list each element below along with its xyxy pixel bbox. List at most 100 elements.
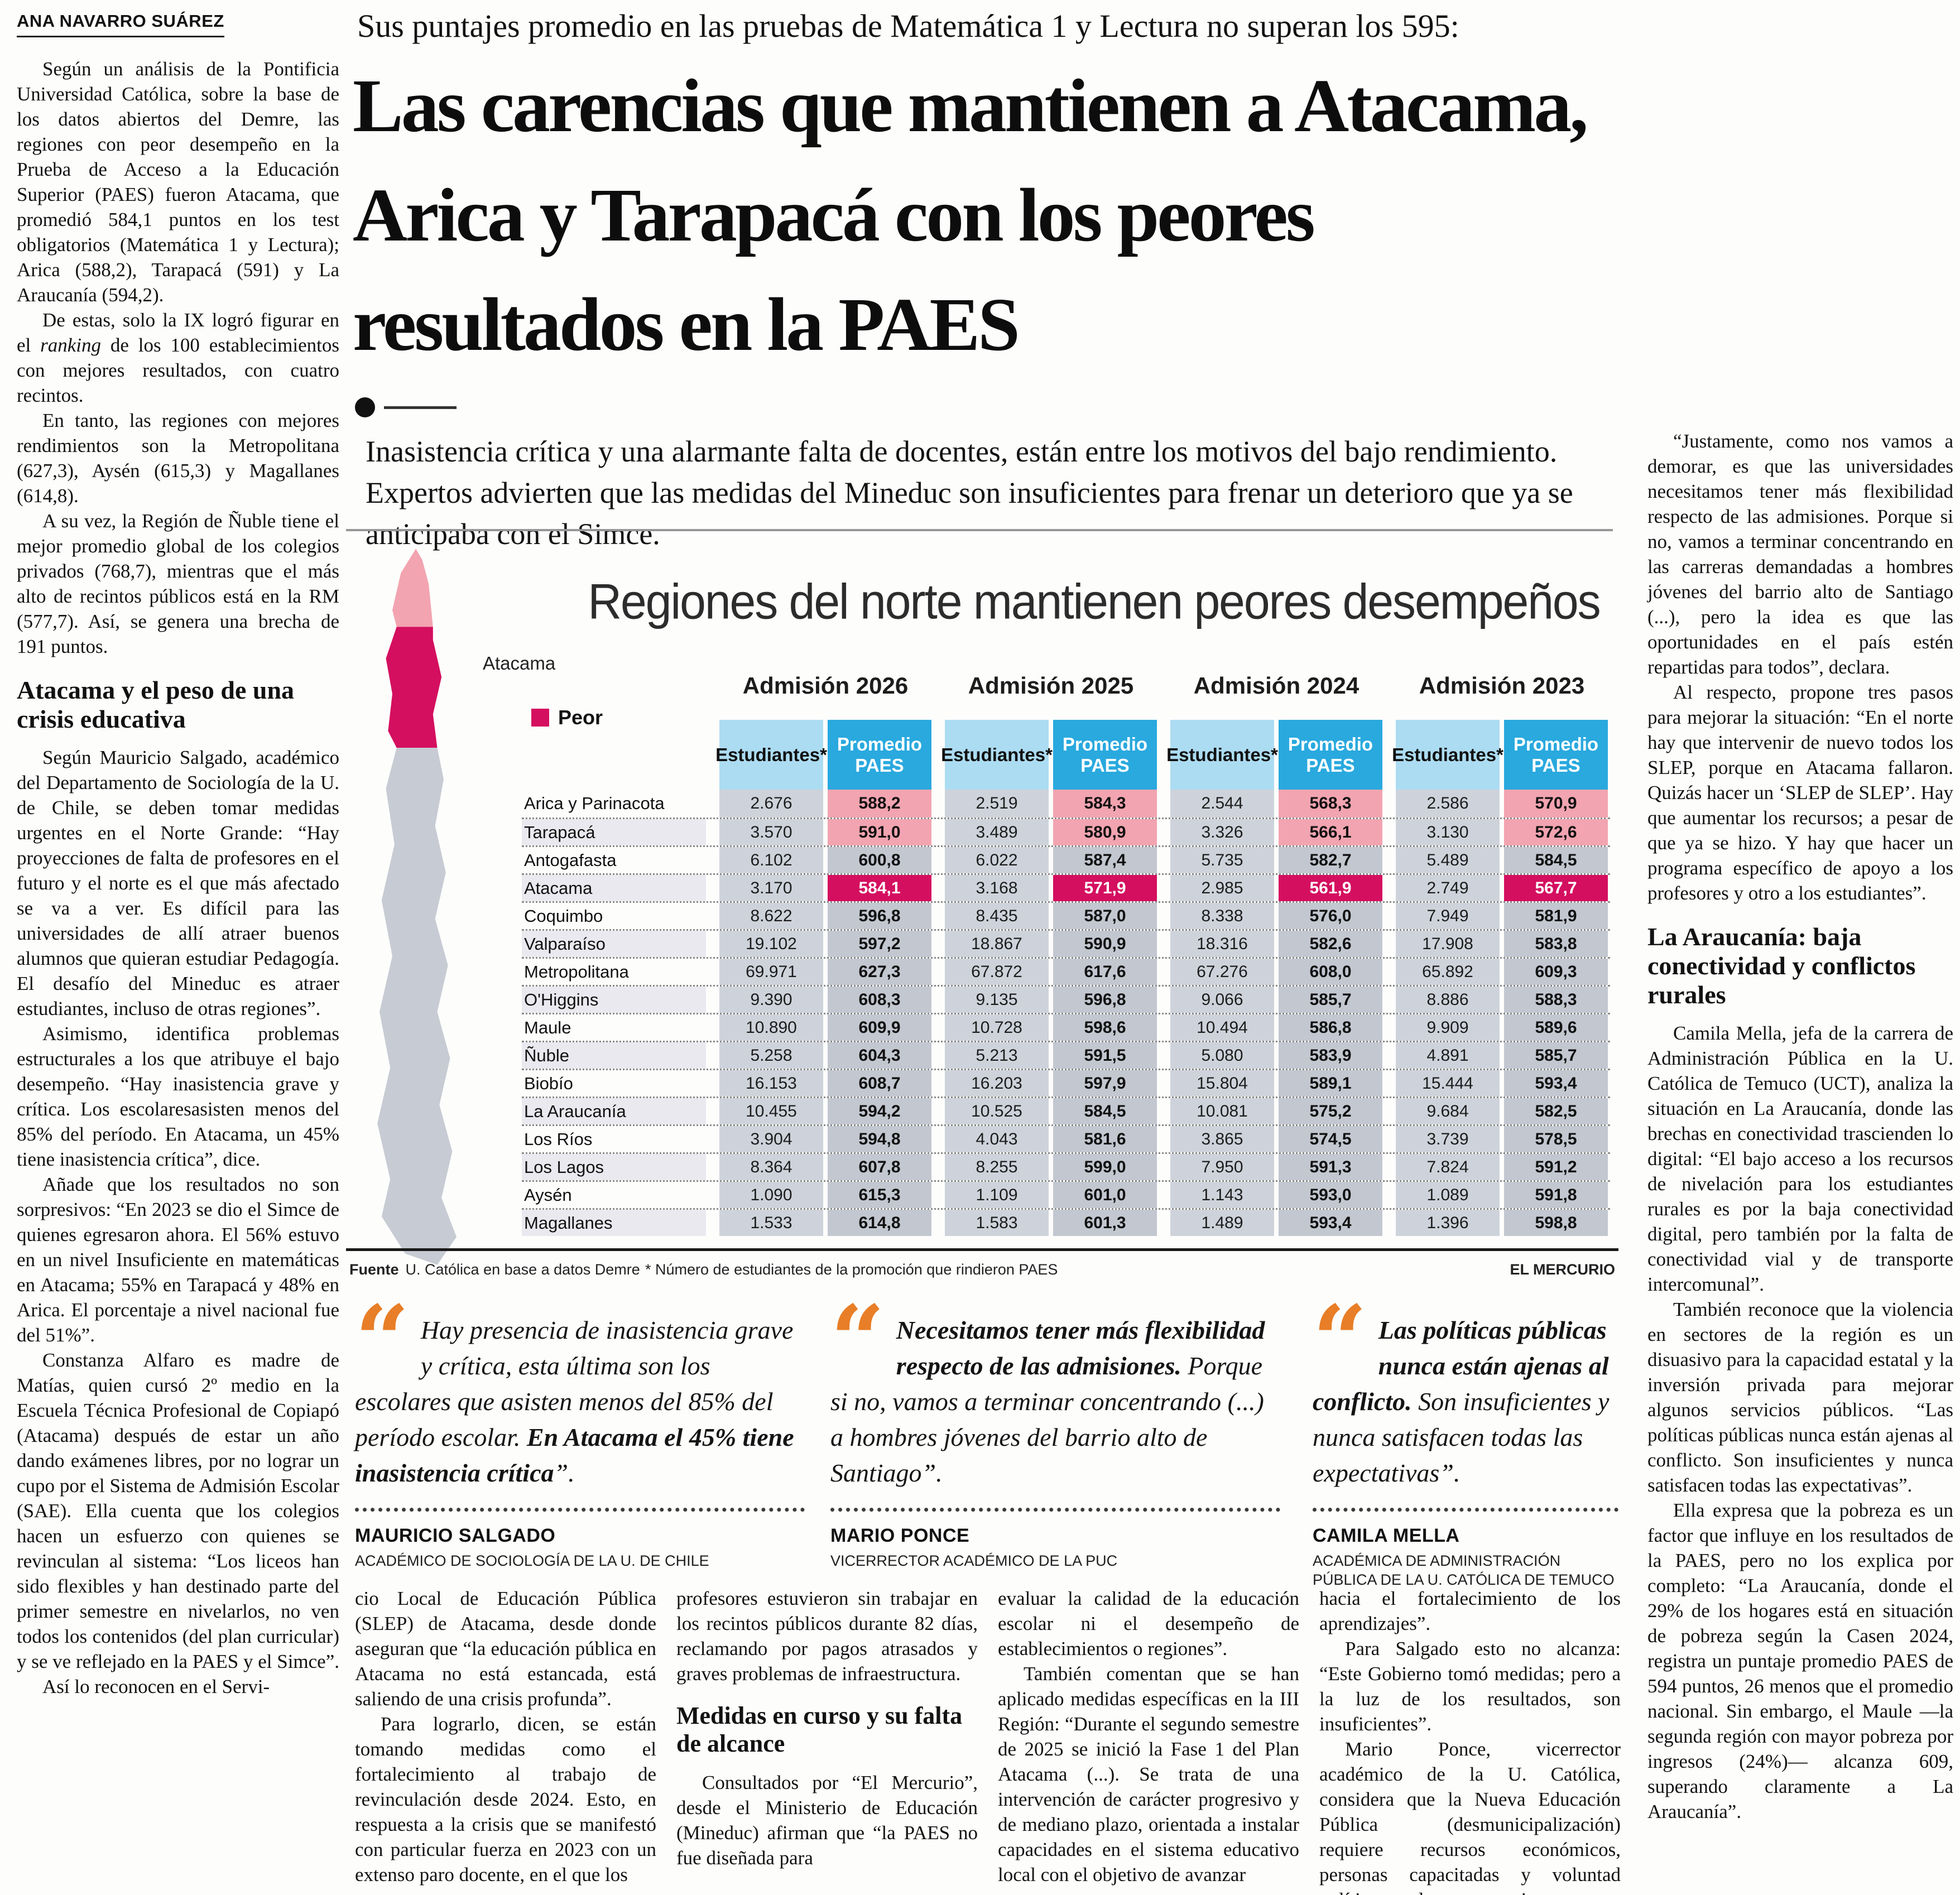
row-group: 1.143 593,0 <box>1170 1182 1382 1208</box>
promedio-cell: 608,3 <box>828 987 931 1013</box>
row-group: 1.089 591,8 <box>1396 1182 1608 1208</box>
quote-attribution: MARIO PONCE VICERRECTOR ACADÉMICO DE LA … <box>830 1508 1280 1570</box>
quote-icon: “ <box>1313 1285 1367 1396</box>
row-group: 1.090 615,3 <box>719 1182 931 1208</box>
promedio-cell: 600,8 <box>828 847 931 873</box>
pull-quote: “ Necesitamos tener más flexibilidad res… <box>830 1293 1280 1570</box>
estudiantes-cell: 8.622 <box>719 903 823 929</box>
row-group: 3.739 578,5 <box>1396 1126 1608 1152</box>
section-subhead: La Araucanía: baja conectividad y confli… <box>1647 922 1916 1009</box>
row-group: 4.043 581,6 <box>945 1126 1157 1152</box>
quote-author: MARIO PONCE <box>830 1525 970 1546</box>
bottom-column-2: profesores estuvieron sin trabajar en lo… <box>676 1586 978 1870</box>
promedio-cell: 597,9 <box>1053 1070 1157 1096</box>
estudiantes-cell: 67.872 <box>945 959 1049 985</box>
promedio-cell: 593,0 <box>1279 1182 1382 1208</box>
source-label: Fuente <box>349 1261 399 1278</box>
promedio-cell: 591,8 <box>1504 1182 1608 1208</box>
body-paragraph: De estas, solo la IX logró figurar en el… <box>17 307 339 408</box>
region-label: O'Higgins <box>522 987 706 1013</box>
section-subhead: Atacama y el peso de una crisis educativ… <box>17 676 295 733</box>
quote-author-role: ACADÉMICO DE SOCIOLOGÍA DE LA U. DE CHIL… <box>355 1552 709 1569</box>
admission-year-label: Admisión 2023 <box>1419 672 1585 699</box>
promedio-cell: 604,3 <box>828 1042 931 1069</box>
estudiantes-cell: 9.684 <box>1396 1098 1500 1124</box>
estudiantes-cell: 1.109 <box>945 1182 1049 1208</box>
row-group: 6.102 600,8 <box>719 847 931 873</box>
estudiantes-cell: 2.586 <box>1396 790 1500 817</box>
body-paragraph: También reconoce que la violencia en sec… <box>1647 1298 1953 1496</box>
byline: ANA NAVARRO SUÁREZ <box>17 11 224 37</box>
estudiantes-cell: 17.908 <box>1396 931 1500 957</box>
promedio-cell: 591,3 <box>1279 1154 1382 1180</box>
estudiantes-cell: 10.455 <box>719 1098 823 1124</box>
quote-attribution: CAMILA MELLA ACADÉMICA DE ADMINISTRACIÓN… <box>1313 1508 1618 1589</box>
table-row: O'Higgins 9.390 608,3 9.135 596,8 9.066 585,7 8… <box>522 985 1610 1013</box>
left-column-body: Según un análisis de la Pontificia Unive… <box>17 56 339 1699</box>
estudiantes-cell: 10.494 <box>1170 1014 1274 1041</box>
row-group: 9.135 596,8 <box>945 987 1157 1013</box>
promedio-cell: 593,4 <box>1279 1210 1382 1236</box>
promedio-cell: 614,8 <box>828 1210 931 1236</box>
promedio-cell: 599,0 <box>1053 1154 1157 1180</box>
promedio-column-header: Promedio PAES <box>1053 720 1157 790</box>
row-group: 69.971 627,3 <box>719 959 931 985</box>
promedio-cell: 591,2 <box>1504 1154 1608 1180</box>
promedio-cell: 583,8 <box>1504 931 1608 957</box>
row-group: 8.338 576,0 <box>1170 903 1382 929</box>
estudiantes-cell: 10.728 <box>945 1014 1049 1041</box>
promedio-cell: 585,7 <box>1279 987 1382 1013</box>
row-group: 5.213 591,5 <box>945 1042 1157 1069</box>
estudiantes-cell: 10.081 <box>1170 1098 1274 1124</box>
promedio-cell: 608,0 <box>1279 959 1382 985</box>
estudiantes-cell: 5.489 <box>1396 847 1500 873</box>
region-label: Arica y Parinacota <box>524 793 665 813</box>
estudiantes-cell: 6.102 <box>719 847 823 873</box>
promedio-cell: 590,9 <box>1053 931 1157 957</box>
body-paragraph: Ella expresa que la pobreza es un factor… <box>1647 1499 1953 1822</box>
promedio-column-header: Promedio PAES <box>1504 720 1608 790</box>
quote-icon: “ <box>355 1285 410 1396</box>
estudiantes-cell: 2.519 <box>945 790 1049 817</box>
estudiantes-cell: 3.865 <box>1170 1126 1274 1152</box>
quote-segment: Hay presencia de inasistencia grave y cr… <box>355 1316 794 1451</box>
body-paragraph: profesores estuvieron sin trabajar en lo… <box>676 1588 978 1685</box>
promedio-cell: 593,4 <box>1504 1070 1608 1096</box>
promedio-cell: 588,3 <box>1504 987 1608 1013</box>
promedio-cell: 591,5 <box>1053 1042 1157 1069</box>
promedio-cell: 582,5 <box>1504 1098 1608 1124</box>
admission-year-label: Admisión 2024 <box>1193 672 1359 699</box>
quote-author: CAMILA MELLA <box>1313 1525 1460 1546</box>
row-group: 2.519 584,3 <box>945 790 1157 817</box>
estudiantes-cell: 10.525 <box>945 1098 1049 1124</box>
headline: Las carencias que mantienen a Atacama, A… <box>353 64 1588 367</box>
row-group: 10.728 598,6 <box>945 1014 1157 1041</box>
row-group: 16.203 597,9 <box>945 1070 1157 1096</box>
row-group: 19.102 597,2 <box>719 931 931 957</box>
quote-segment: ”. <box>554 1459 575 1487</box>
promedio-cell: 584,5 <box>1504 847 1608 873</box>
table-row: Maule 10.890 609,9 10.728 598,6 10.494 586,8 9.… <box>522 1013 1610 1041</box>
promedio-cell: 597,2 <box>828 931 931 957</box>
divider <box>346 529 1613 531</box>
quote-text: Hay presencia de inasistencia grave y cr… <box>355 1312 805 1491</box>
promedio-cell: 594,2 <box>828 1098 931 1124</box>
promedio-cell: 570,9 <box>1504 790 1608 817</box>
promedio-cell: 598,8 <box>1504 1210 1608 1236</box>
row-group: 9.909 589,6 <box>1396 1014 1608 1041</box>
quote-segment: Porque si no, vamos a terminar concentra… <box>830 1351 1264 1487</box>
estudiantes-cell: 9.909 <box>1396 1014 1500 1041</box>
estudiantes-cell: 18.867 <box>945 931 1049 957</box>
admission-year-label: Admisión 2026 <box>742 672 909 699</box>
estudiantes-cell: 1.089 <box>1396 1182 1500 1208</box>
table-row: Atacama 3.170 584,1 3.168 571,9 2.985 561,9 2.7… <box>522 873 1610 901</box>
header-group: Estudiantes* Promedio PAES <box>715 720 931 790</box>
quote-segment: Son insuficientes y nunca satisfacen tod… <box>1313 1387 1610 1487</box>
quote-text: Las políticas públicas nunca están ajena… <box>1313 1312 1618 1491</box>
body-paragraph: Añade que los resultados no son sorpresi… <box>17 1173 339 1346</box>
row-group: 5.735 582,7 <box>1170 847 1382 873</box>
estudiantes-cell: 8.338 <box>1170 903 1274 929</box>
table-row: Magallanes 1.533 614,8 1.583 601,3 1.489 593,4… <box>522 1208 1610 1236</box>
row-group: 3.130 572,6 <box>1396 819 1608 845</box>
promedio-cell: 580,9 <box>1053 819 1157 845</box>
